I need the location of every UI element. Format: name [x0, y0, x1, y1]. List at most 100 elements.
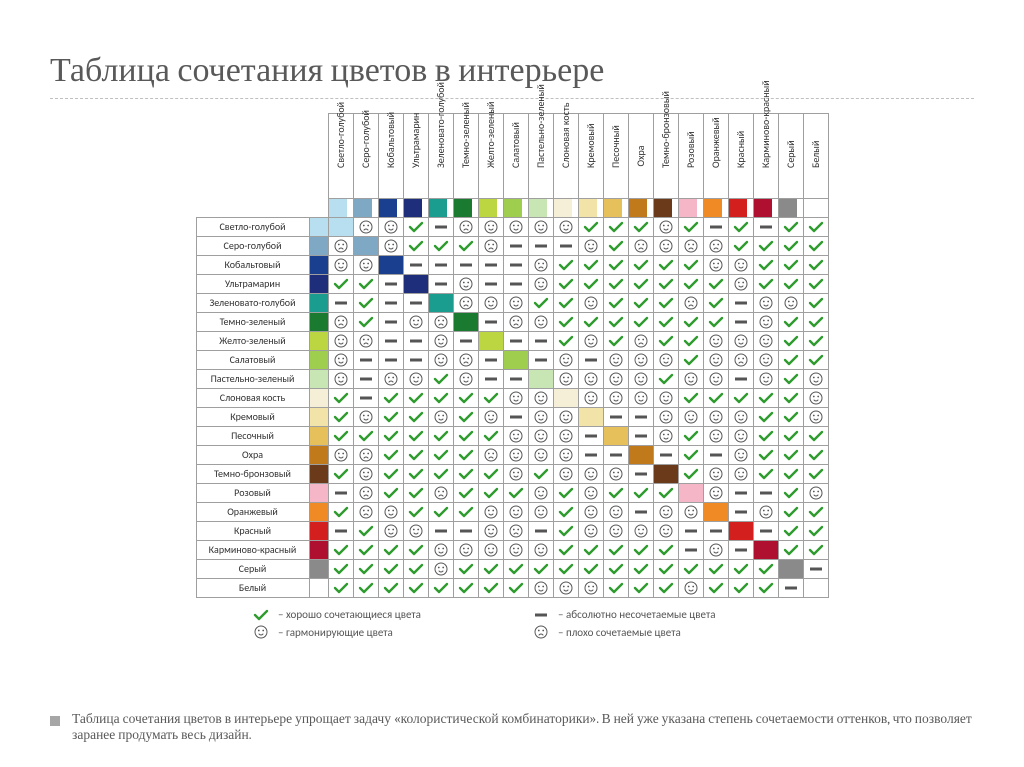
frown-icon: [628, 332, 653, 351]
check-icon: [678, 275, 703, 294]
smile-icon: [803, 484, 828, 503]
check-icon: [753, 427, 778, 446]
smile-icon: [728, 408, 753, 427]
check-icon: [553, 484, 578, 503]
smile-icon: [778, 294, 803, 313]
check-icon: [803, 503, 828, 522]
footer-text: Таблица сочетания цветов в интерьере упр…: [72, 711, 974, 743]
smile-icon: [553, 427, 578, 446]
frown-icon: [453, 351, 478, 370]
check-icon: [328, 275, 353, 294]
smile-icon: [503, 465, 528, 484]
check-icon: [553, 275, 578, 294]
frown-icon: [453, 294, 478, 313]
col-header: Кремовый: [578, 114, 603, 199]
check-icon: [378, 560, 403, 579]
check-icon: [378, 427, 403, 446]
smile-icon: [728, 275, 753, 294]
dash-icon: [428, 275, 453, 294]
check-icon: [328, 389, 353, 408]
col-header: Темно-зеленый: [453, 114, 478, 199]
col-header: Оранжевый: [703, 114, 728, 199]
dash-icon: [778, 579, 803, 598]
smile-icon: [328, 351, 353, 370]
dash-icon: [353, 351, 378, 370]
col-swatch: [553, 199, 578, 218]
check-icon: [553, 294, 578, 313]
smile-icon: [578, 332, 603, 351]
smile-icon: [503, 541, 528, 560]
check-icon: [328, 503, 353, 522]
check-icon: [803, 237, 828, 256]
row-header: Оранжевый: [196, 503, 309, 522]
smile-icon: [653, 522, 678, 541]
check-icon: [653, 370, 678, 389]
dash-icon: [628, 465, 653, 484]
check-icon: [628, 579, 653, 598]
check-icon: [478, 484, 503, 503]
dash-icon: [678, 541, 703, 560]
diag-cell: [628, 446, 653, 465]
smile-icon: [528, 389, 553, 408]
smile-icon: [803, 389, 828, 408]
check-icon: [478, 465, 503, 484]
dash-icon: [328, 294, 353, 313]
check-icon: [403, 446, 428, 465]
check-icon: [378, 389, 403, 408]
col-swatch: [378, 199, 403, 218]
check-icon: [803, 256, 828, 275]
dash-icon: [378, 332, 403, 351]
smile-icon: [528, 503, 553, 522]
col-swatch: [578, 199, 603, 218]
smile-icon: [428, 541, 453, 560]
frown-icon: [678, 294, 703, 313]
check-icon: [803, 522, 828, 541]
col-header: Серый: [778, 114, 803, 199]
col-header: Кобальтовый: [378, 114, 403, 199]
dash-icon: [728, 294, 753, 313]
smile-icon: [403, 522, 428, 541]
check-icon: [528, 294, 553, 313]
check-icon: [353, 541, 378, 560]
check-icon: [428, 503, 453, 522]
row-header: Темно-зеленый: [196, 313, 309, 332]
diag-cell: [603, 427, 628, 446]
check-icon: [778, 313, 803, 332]
check-icon: [653, 313, 678, 332]
row-swatch: [309, 370, 328, 389]
check-icon: [428, 237, 453, 256]
check-icon: [553, 541, 578, 560]
check-icon: [528, 560, 553, 579]
check-icon: [603, 579, 628, 598]
check-icon: [453, 446, 478, 465]
frown-icon: [678, 237, 703, 256]
check-icon: [453, 484, 478, 503]
check-icon: [703, 579, 728, 598]
diag-cell: [353, 237, 378, 256]
dash-icon: [328, 484, 353, 503]
check-icon: [653, 332, 678, 351]
check-icon: [703, 560, 728, 579]
smile-icon: [628, 389, 653, 408]
smile-icon: [603, 351, 628, 370]
smile-icon: [703, 370, 728, 389]
smile-icon: [553, 579, 578, 598]
row-swatch: [309, 389, 328, 408]
col-swatch: [628, 199, 653, 218]
smile-icon: [353, 408, 378, 427]
row-swatch: [309, 465, 328, 484]
smile-icon: [728, 332, 753, 351]
check-icon: [428, 370, 453, 389]
check-icon: [753, 560, 778, 579]
dash-icon: [503, 370, 528, 389]
smile-icon: [728, 465, 753, 484]
row-header: Белый: [196, 579, 309, 598]
check-icon: [378, 465, 403, 484]
row-header: Кремовый: [196, 408, 309, 427]
row-swatch: [309, 256, 328, 275]
frown-icon: [378, 370, 403, 389]
dash-icon: [578, 427, 603, 446]
smile-icon: [728, 256, 753, 275]
dash-icon: [503, 256, 528, 275]
dash-icon: [428, 256, 453, 275]
